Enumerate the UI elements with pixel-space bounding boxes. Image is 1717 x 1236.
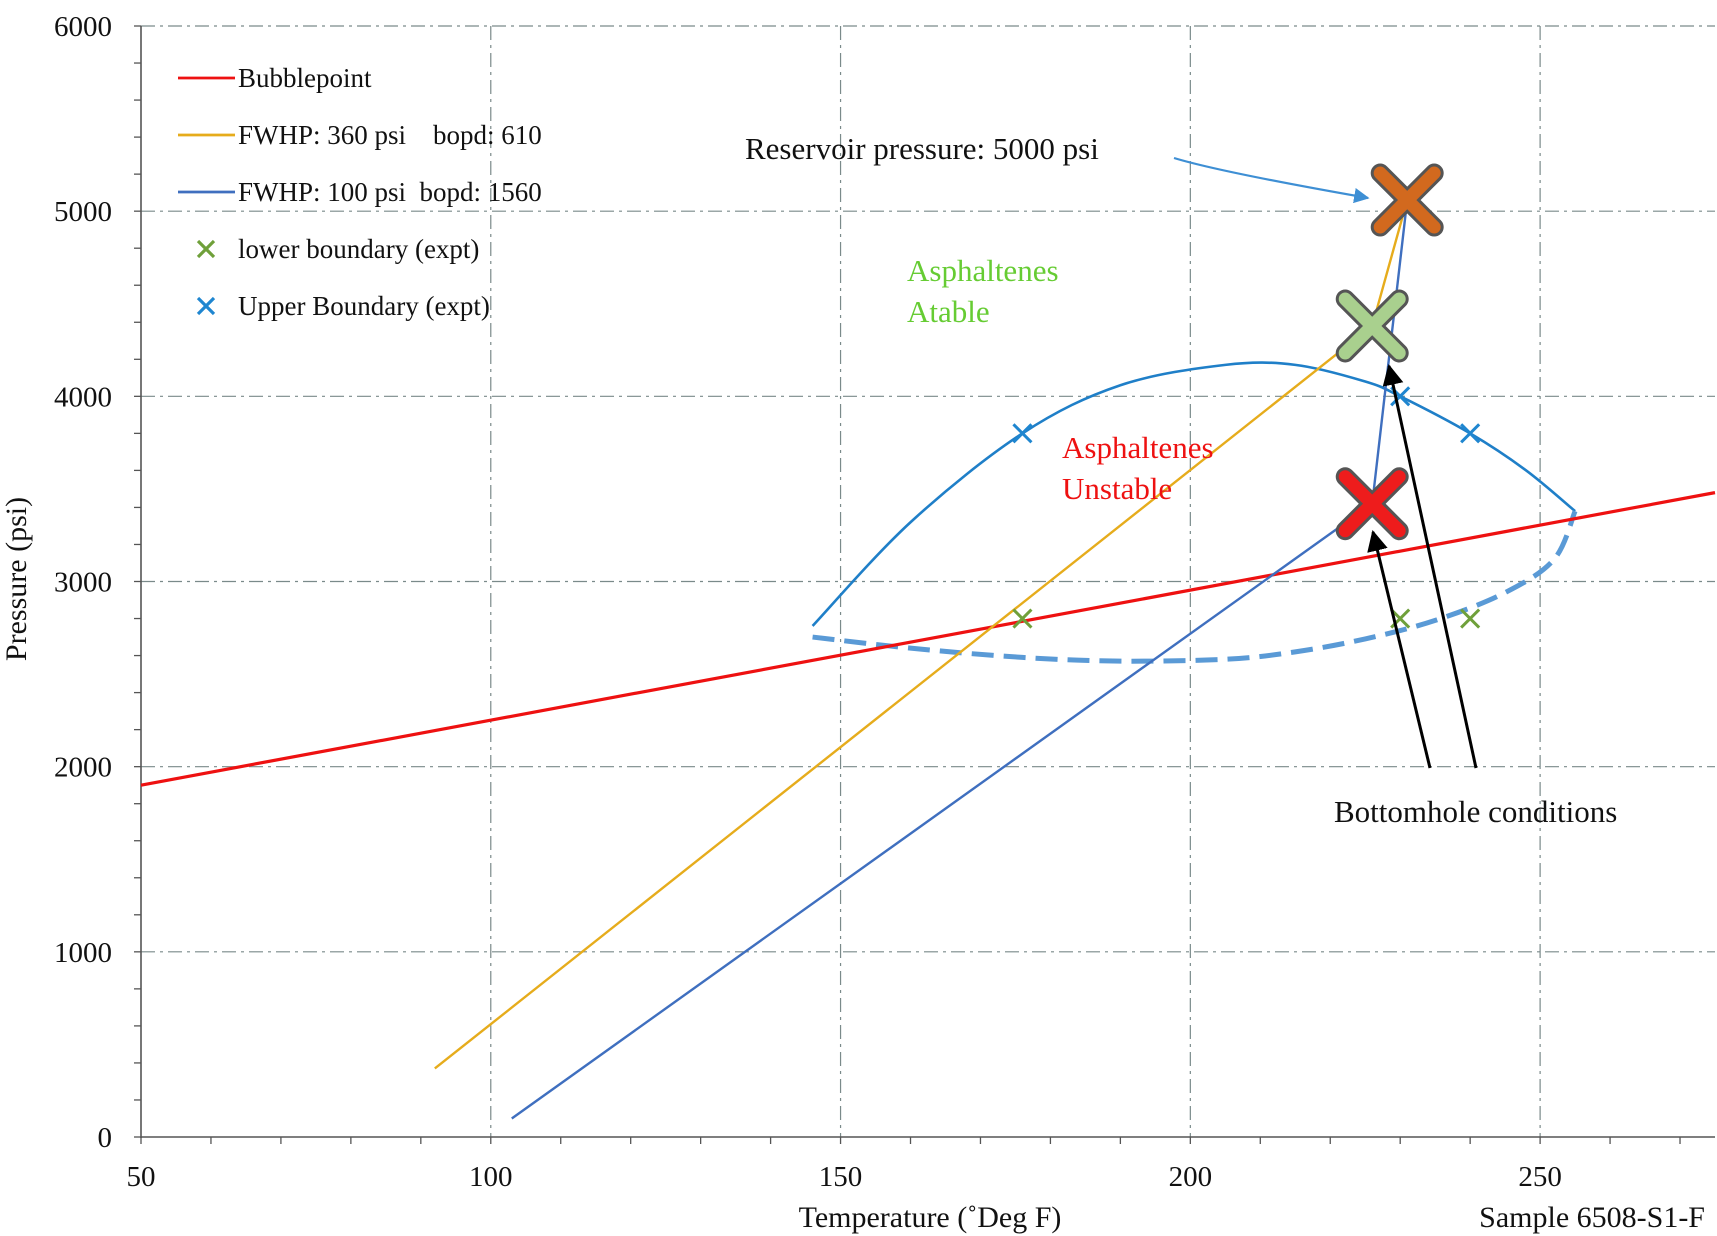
- bubblepoint-line: [140, 491, 1716, 787]
- bottomhole-arrow-1: [1367, 529, 1432, 769]
- big-x-fill: [1338, 470, 1406, 538]
- x-tick-label: 150: [819, 1161, 863, 1193]
- reservoir-pressure-annotation: Reservoir pressure: 5000 psi: [745, 131, 1099, 166]
- tick-labels: 50 100 150 200 250 0 1000 2000 3000 4000 5000 6000: [54, 11, 1562, 1193]
- big-x-fill: [1338, 292, 1406, 360]
- y-tick-label: 5000: [54, 196, 112, 228]
- asphaltene-envelope: [811, 361, 1578, 664]
- marker-stroke: [1390, 386, 1411, 407]
- lower-boundary-marker: [1012, 608, 1033, 629]
- grid-lines: [141, 25, 1715, 1137]
- annotation-arrows: [1173, 156, 1478, 769]
- upper-boundary-marker: [1460, 423, 1481, 444]
- legend-label: Bubblepoint: [238, 63, 372, 93]
- bottomhole-conditions-annotation: Bottomhole conditions: [1334, 794, 1617, 829]
- axes: [134, 25, 1715, 1144]
- asphaltenes-unstable-label-line2: Unstable: [1062, 471, 1172, 506]
- envelope-upper-curve: [811, 361, 1576, 627]
- legend-label: lower boundary (expt): [238, 234, 479, 264]
- sample-footnote: Sample 6508-S1-F: [1479, 1201, 1705, 1234]
- legend: Bubblepoint FWHP: 360 psi bopd: 610 FWHP: …: [178, 63, 542, 321]
- marker-stroke: [1012, 423, 1033, 444]
- legend-item: Bubblepoint: [178, 63, 372, 93]
- y-tick-label: 4000: [54, 381, 112, 413]
- legend-item: FWHP: 360 psi bopd: 610: [178, 120, 542, 150]
- fwhp-360-line: [434, 199, 1409, 1070]
- y-tick-label: 0: [98, 1122, 113, 1154]
- marker-stroke: [1012, 608, 1033, 629]
- x-tick-label: 50: [127, 1161, 156, 1193]
- y-tick-label: 1000: [54, 937, 112, 969]
- y-tick-label: 6000: [54, 11, 112, 43]
- reservoir-arrow: [1173, 156, 1370, 204]
- x-tick-label: 100: [469, 1161, 513, 1193]
- bottomhole-fwhp360-marker: [1335, 289, 1409, 363]
- x-tick-label: 200: [1169, 1161, 1213, 1193]
- bottomhole-arrow-2: [1382, 363, 1478, 769]
- legend-label: FWHP: 360 psi bopd: 610: [238, 120, 542, 150]
- upper-boundary-marker: [1012, 423, 1033, 444]
- lower-boundary-marker: [1460, 608, 1481, 629]
- asphaltenes-stable-label-line2: Atable: [907, 294, 990, 329]
- legend-label: Upper Boundary (expt): [238, 291, 490, 321]
- marker-stroke: [1460, 608, 1481, 629]
- asphaltenes-stable-label-line1: Asphaltenes: [907, 253, 1059, 288]
- legend-label: FWHP: 100 psi bopd: 1560: [238, 177, 542, 207]
- envelope-lower-dashed-curve: [812, 510, 1578, 664]
- legend-marker-swatch: [196, 239, 216, 259]
- asphaltenes-unstable-label-line1: Asphaltenes: [1062, 430, 1214, 465]
- legend-item: FWHP: 100 psi bopd: 1560: [178, 177, 542, 207]
- x-tick-label: 250: [1518, 1161, 1562, 1193]
- legend-item: lower boundary (expt): [196, 234, 479, 264]
- x-axis-title: Temperature (˚Deg F): [799, 1201, 1062, 1234]
- legend-item: Upper Boundary (expt): [196, 291, 490, 321]
- legend-marker-swatch: [196, 296, 216, 316]
- fwhp-100-line: [511, 199, 1409, 1120]
- big-x-fill: [1373, 166, 1441, 234]
- bottomhole-fwhp100-marker: [1335, 467, 1409, 541]
- y-tick-label: 3000: [54, 567, 112, 599]
- series-lines: [140, 199, 1716, 1120]
- data-markers: [1012, 163, 1481, 629]
- marker-stroke: [1460, 423, 1481, 444]
- reservoir-marker: [1370, 163, 1444, 237]
- y-axis-title: Pressure (psi): [0, 497, 33, 661]
- y-tick-label: 2000: [54, 752, 112, 784]
